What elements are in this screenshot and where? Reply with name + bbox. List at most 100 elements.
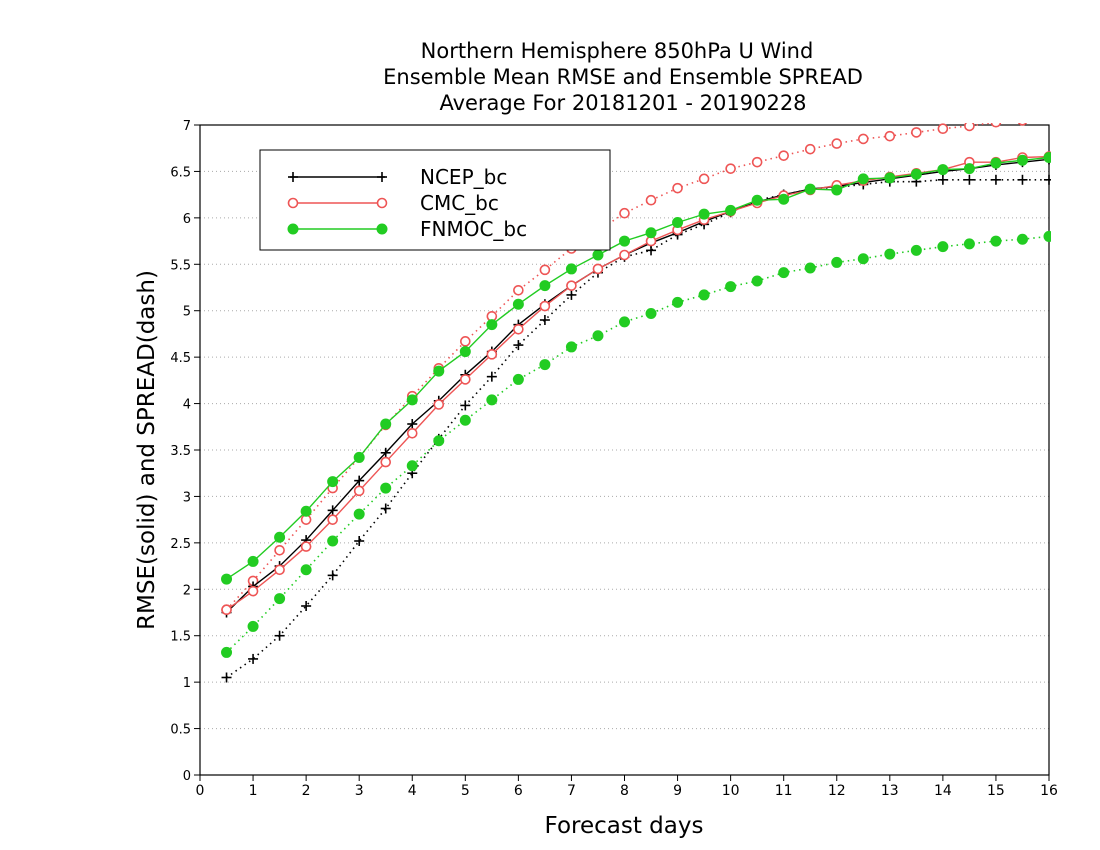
- x-tick-label: 11: [775, 783, 793, 799]
- legend-entry: CMC_bc: [287, 191, 499, 215]
- data-point: [565, 341, 577, 353]
- data-point: [221, 672, 232, 683]
- data-point: [619, 249, 630, 261]
- data-point: [619, 235, 630, 247]
- data-point: [539, 300, 551, 312]
- data-point: [831, 256, 843, 268]
- data-point: [539, 359, 551, 371]
- y-tick-label: 5: [183, 305, 191, 320]
- data-point: [380, 482, 392, 494]
- data-point: [964, 174, 975, 185]
- data-point: [513, 340, 524, 351]
- data-point: [884, 248, 896, 260]
- data-point: [964, 123, 975, 132]
- series-NCEP_bc-dotted: [221, 174, 1051, 683]
- data-point: [486, 349, 498, 360]
- legend-marker: [288, 172, 298, 182]
- data-point: [778, 193, 790, 205]
- legend-marker: [376, 223, 388, 235]
- legend-marker: [287, 197, 299, 209]
- data-point: [672, 182, 683, 194]
- data-point: [406, 394, 418, 406]
- data-point: [884, 172, 896, 184]
- data-point: [1043, 152, 1051, 163]
- legend-entry: NCEP_bc: [288, 165, 507, 189]
- data-point: [406, 427, 418, 439]
- data-point: [486, 371, 497, 382]
- data-point: [911, 127, 922, 138]
- data-point: [990, 123, 1002, 128]
- series-line: [226, 178, 1049, 679]
- data-point: [1016, 233, 1028, 245]
- data-point: [513, 323, 524, 335]
- data-point: [486, 319, 498, 331]
- data-point: [327, 505, 338, 516]
- data-point: [645, 227, 657, 239]
- data-point: [592, 330, 604, 342]
- legend-label: NCEP_bc: [420, 165, 507, 189]
- data-point: [778, 150, 789, 161]
- data-point: [592, 249, 604, 261]
- data-point: [221, 604, 232, 616]
- x-tick-label: 16: [1040, 783, 1058, 799]
- data-point: [539, 315, 550, 325]
- x-tick-label: 7: [567, 783, 576, 799]
- y-tick-label: 4.5: [170, 351, 191, 366]
- data-point: [327, 535, 339, 547]
- data-point: [1017, 174, 1028, 185]
- data-point: [274, 630, 285, 641]
- data-point: [645, 194, 657, 206]
- data-point: [353, 485, 365, 497]
- data-point: [433, 435, 445, 447]
- data-point: [831, 184, 843, 196]
- data-point: [380, 503, 391, 514]
- x-tick-label: 12: [828, 783, 846, 799]
- x-axis-label: Forecast days: [545, 813, 704, 839]
- data-point: [619, 316, 630, 328]
- legend-marker: [287, 223, 299, 235]
- data-point: [513, 284, 524, 296]
- plot-series: [221, 123, 1051, 683]
- x-tick-label: 15: [987, 783, 1005, 799]
- data-point: [486, 394, 498, 406]
- data-point: [460, 400, 471, 411]
- data-point: [698, 289, 710, 301]
- data-point: [300, 505, 312, 517]
- x-tick-label: 6: [514, 783, 523, 799]
- data-point: [698, 173, 710, 185]
- x-tick-label: 1: [249, 783, 258, 799]
- data-point: [274, 531, 286, 543]
- data-point: [910, 168, 922, 180]
- data-point: [539, 264, 551, 276]
- data-point: [751, 194, 763, 206]
- axes: 00.511.522.533.544.555.566.570 1 2 3 4 5 6 7 8 9 1…: [170, 119, 1058, 799]
- data-point: [990, 174, 1001, 185]
- x-tick-label: 14: [934, 783, 952, 799]
- data-point: [778, 267, 790, 279]
- legend-label: FNMOC_bc: [420, 217, 527, 241]
- data-point: [300, 541, 312, 552]
- data-point: [221, 573, 233, 585]
- data-point: [751, 275, 763, 287]
- x-tick-label: 5: [461, 783, 470, 799]
- data-point: [460, 374, 471, 385]
- data-point: [354, 475, 365, 486]
- data-point: [512, 298, 524, 310]
- x-tick-label: 0: [196, 783, 205, 799]
- data-point: [354, 536, 365, 546]
- x-tick-label: 4: [408, 783, 417, 799]
- data-point: [327, 514, 338, 525]
- data-point: [804, 262, 816, 274]
- x-tick-label: 8: [620, 783, 629, 799]
- chart-title: Northern Hemisphere 850hPa U Wind Ensemb…: [383, 39, 863, 115]
- x-tick-label: 9: [673, 783, 682, 799]
- data-point: [937, 241, 949, 253]
- data-point: [804, 143, 816, 155]
- data-point: [380, 456, 392, 468]
- data-point: [407, 419, 418, 429]
- series-FNMOC_bc-solid: [221, 152, 1051, 585]
- y-tick-label: 0: [183, 769, 191, 784]
- y-tick-label: 6.5: [170, 165, 191, 180]
- y-axis-label: RMSE(solid) and SPREAD(dash): [134, 270, 160, 630]
